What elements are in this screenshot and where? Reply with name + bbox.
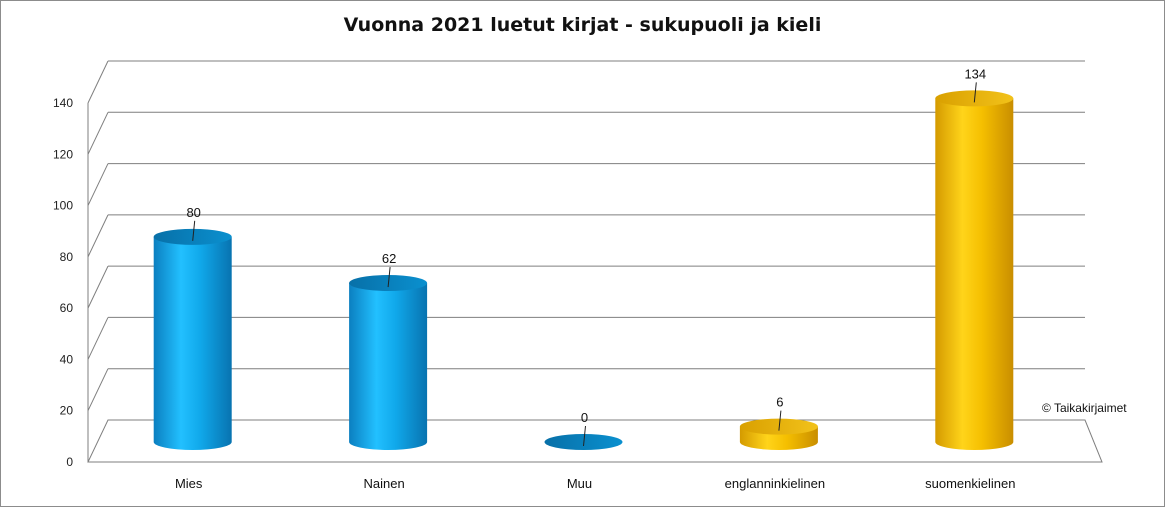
- y-tick-label: 40: [60, 352, 74, 366]
- chart-floor: [87, 419, 1103, 463]
- bar-body: [349, 283, 428, 450]
- data-label: 0: [581, 410, 588, 425]
- data-labels: 80 62 0 6 134: [186, 66, 986, 447]
- gridline-diagonal: [87, 214, 109, 258]
- gridline-diagonal: [87, 368, 109, 411]
- bars: [153, 90, 1014, 450]
- y-tick-label: 120: [53, 147, 73, 161]
- y-tick-label: 80: [60, 250, 74, 264]
- x-axis-categories: Mies Nainen Muu englanninkielinen suomenkiel…: [175, 476, 1015, 491]
- x-tick-label: Nainen: [363, 476, 404, 491]
- data-label: 62: [382, 251, 396, 266]
- gridline-diagonal: [87, 60, 109, 104]
- x-tick-label: suomenkielinen: [925, 476, 1015, 491]
- bar-body: [935, 98, 1014, 450]
- data-label: 80: [186, 205, 200, 220]
- watermark: © Taikakirjaimet: [1042, 401, 1127, 415]
- grid: [87, 60, 1103, 463]
- bar-suomenkielinen: [935, 90, 1014, 450]
- chart-title: Vuonna 2021 luetut kirjat - sukupuoli ja…: [343, 14, 822, 36]
- data-label-leader: [387, 266, 391, 288]
- bar-Mies: [153, 228, 232, 450]
- x-tick-label: englanninkielinen: [725, 476, 825, 491]
- gridline-diagonal: [87, 317, 109, 360]
- data-label: 134: [964, 66, 986, 81]
- data-label-leader: [973, 82, 977, 103]
- y-tick-label: 0: [66, 455, 73, 469]
- y-tick-label: 60: [60, 301, 74, 315]
- data-label: 6: [776, 395, 783, 410]
- gridline-diagonal: [87, 163, 109, 206]
- bar-englanninkielinen: [739, 418, 818, 450]
- x-tick-label: Mies: [175, 476, 203, 491]
- data-label-leader: [583, 425, 586, 447]
- data-label-leader: [778, 410, 782, 431]
- y-axis-ticks: 0 20 40 60 80 100 120 140: [53, 96, 73, 469]
- bar-body: [153, 236, 232, 450]
- gridline-diagonal: [87, 265, 109, 309]
- x-tick-label: Muu: [567, 476, 592, 491]
- y-tick-label: 100: [53, 199, 73, 213]
- y-tick-label: 20: [60, 404, 74, 418]
- gridline-diagonal: [87, 112, 109, 155]
- y-tick-label: 140: [53, 96, 73, 110]
- data-label-leader: [192, 220, 196, 241]
- bar-Nainen: [349, 275, 428, 450]
